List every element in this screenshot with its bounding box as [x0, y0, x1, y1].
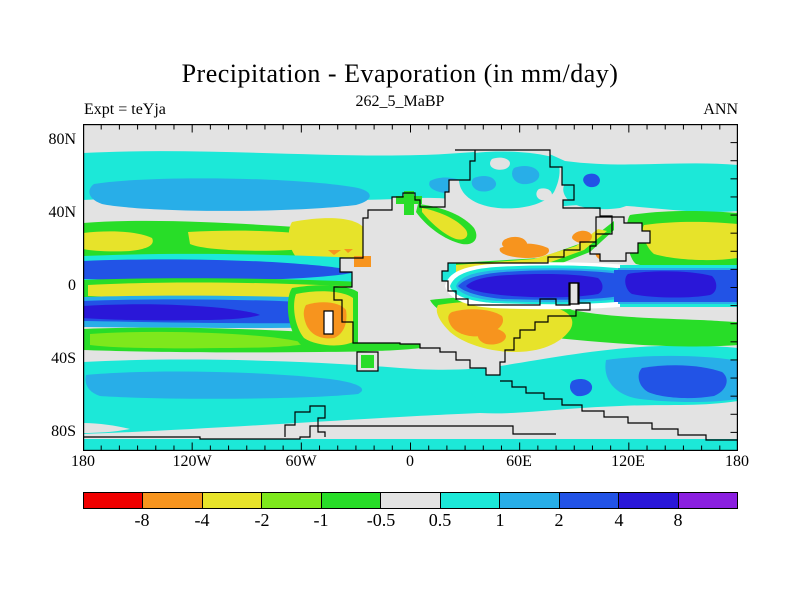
colorbar-cell — [440, 493, 501, 508]
colorbar-cell — [321, 493, 382, 508]
colorbar-cell — [559, 493, 620, 508]
lon-label-0: 0 — [406, 453, 414, 470]
lon-label-180w: 180 — [71, 453, 95, 470]
colorbar-cell — [84, 493, 144, 508]
colorbar-cell — [381, 493, 441, 508]
colorbar-tick: 2 — [554, 510, 564, 530]
colorbar-tick: 1 — [495, 510, 505, 530]
colorbar-tick: -2 — [254, 510, 270, 530]
colorbar-tick: -8 — [134, 510, 150, 530]
page-title: Precipitation - Evaporation (in mm/day) — [181, 59, 619, 88]
lon-label-60w: 60W — [285, 453, 317, 470]
colorbar-tick: 0.5 — [428, 510, 452, 530]
axis-ticks — [83, 124, 738, 451]
lon-label-180e: 180 — [725, 453, 749, 470]
colorbar-cell — [678, 493, 737, 508]
lat-label-40n: 40N — [48, 204, 76, 221]
colorbar-tick: -0.5 — [366, 510, 396, 530]
lon-label-120w: 120W — [172, 453, 212, 470]
colorbar-tick: -4 — [194, 510, 210, 530]
colorbar-cell — [619, 493, 679, 508]
colorbar — [83, 492, 738, 509]
colorbar-tick: 8 — [673, 510, 683, 530]
coastlines — [83, 149, 738, 441]
colorbar-cell — [500, 493, 560, 508]
lat-label-0: 0 — [68, 277, 76, 294]
colorbar-cell — [202, 493, 263, 508]
northeast-lobe-land — [590, 217, 650, 261]
lat-label-80s: 80S — [51, 423, 76, 440]
lon-label-60e: 60E — [506, 453, 532, 470]
colorbar-cell — [143, 493, 203, 508]
season-label: ANN — [703, 101, 738, 118]
time-slice-label: 262_5_MaBP — [355, 93, 445, 110]
map-frame — [83, 124, 738, 451]
experiment-label: Expt = teYja — [84, 101, 166, 118]
colorbar-tick: 4 — [614, 510, 624, 530]
tethys-gyre — [324, 262, 738, 334]
map-canvas — [83, 124, 738, 451]
lon-label-120e: 120E — [611, 453, 645, 470]
colorbar-cell — [262, 493, 322, 508]
lat-label-40s: 40S — [51, 350, 76, 367]
land-patches — [287, 151, 738, 420]
colorbar-tick: -1 — [313, 510, 329, 530]
lat-label-80n: 80N — [48, 131, 76, 148]
